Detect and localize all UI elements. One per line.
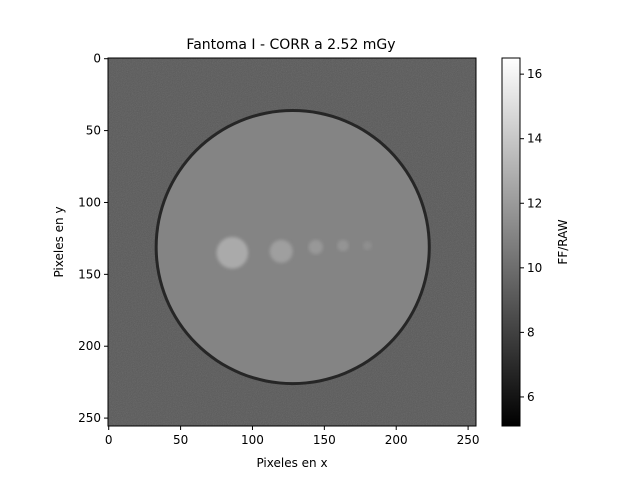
chart-title: Fantoma I - CORR a 2.52 mGy (186, 37, 395, 53)
x-tick-label: 150 (313, 433, 336, 447)
colorbar-tick-label: 16 (527, 67, 542, 81)
insert-4 (337, 239, 349, 252)
x-tick-label: 100 (241, 433, 264, 447)
colorbar-ticks: 6 8 10 12 14 16 (520, 67, 542, 404)
phantom-disk (157, 111, 428, 383)
y-axis-label: Pixeles en y (52, 206, 66, 277)
y-axis-ticks: 0 50 100 150 200 250 (78, 52, 108, 425)
insert-5 (363, 241, 372, 250)
y-tick-label: 250 (78, 411, 101, 425)
colorbar-tick-label: 12 (527, 196, 542, 210)
y-tick-label: 100 (78, 195, 101, 209)
x-tick-label: 200 (385, 433, 408, 447)
image-area (108, 58, 476, 426)
y-tick-label: 0 (93, 52, 101, 66)
colorbar (501, 57, 521, 427)
insert-2 (269, 239, 293, 263)
colorbar-tick-label: 8 (527, 325, 535, 339)
phantom-inserts (216, 236, 372, 269)
colorbar-tick-label: 6 (527, 390, 535, 404)
colorbar-label: FF/RAW (556, 219, 570, 264)
insert-1 (216, 236, 249, 269)
colorbar-tick-label: 10 (527, 261, 542, 275)
x-axis-label: Pixeles en x (256, 456, 327, 470)
y-tick-label: 50 (86, 124, 101, 138)
x-tick-label: 250 (457, 433, 480, 447)
y-tick-label: 150 (78, 267, 101, 281)
y-tick-label: 200 (78, 339, 101, 353)
insert-3 (308, 239, 323, 255)
image-frame (107, 57, 477, 427)
x-tick-label: 50 (173, 433, 188, 447)
x-tick-label: 0 (105, 433, 113, 447)
colorbar-tick-label: 14 (527, 132, 542, 146)
x-axis-ticks: 0 50 100 150 200 250 (105, 426, 480, 447)
